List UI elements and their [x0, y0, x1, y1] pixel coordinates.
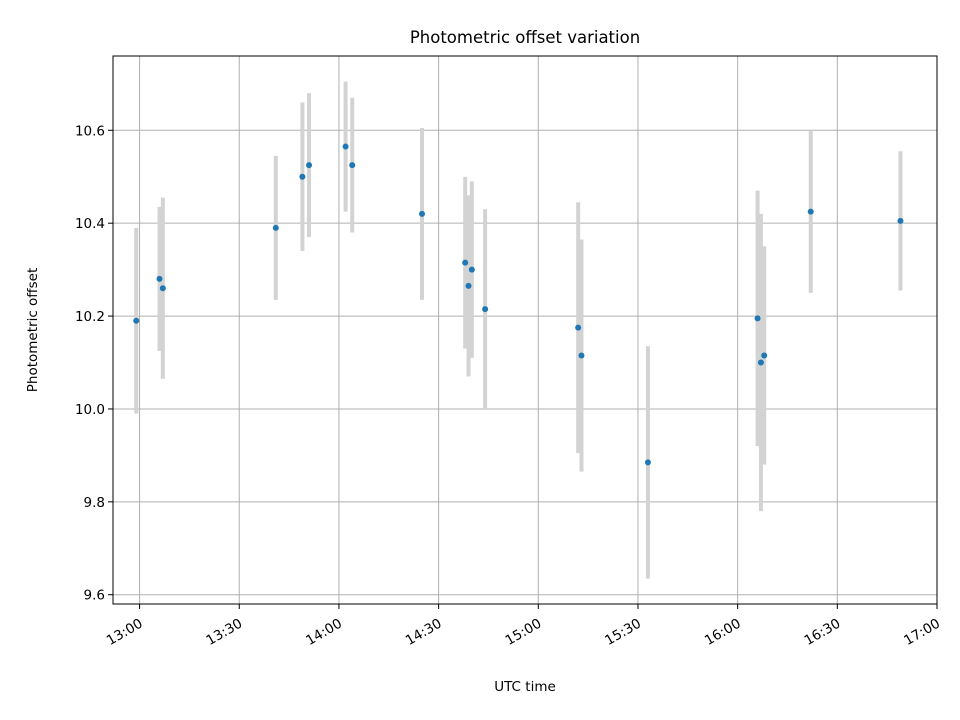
data-point — [159, 285, 166, 292]
data-point — [133, 317, 140, 324]
data-point — [306, 162, 313, 169]
x-axis-ticks: 13:00 13:30 14:00 14:30 15:00 15:30 16:00 16:30… — [104, 604, 943, 649]
data-point — [156, 275, 163, 282]
data-point — [342, 143, 349, 150]
data-point — [465, 282, 472, 289]
x-tick-label: 15:00 — [503, 616, 545, 649]
y-axis-ticks: 9.6 9.8 10.0 10.2 10.4 10.6 — [75, 123, 113, 604]
data-point — [761, 352, 768, 359]
error-bars — [134, 81, 903, 579]
grid — [113, 56, 938, 604]
data-point — [482, 306, 489, 313]
x-tick-label: 14:30 — [403, 616, 445, 649]
data-point — [757, 359, 764, 366]
data-point — [468, 266, 475, 273]
data-point — [462, 259, 469, 266]
y-tick-label: 10.4 — [75, 216, 105, 232]
y-tick-label: 9.6 — [84, 588, 105, 604]
data-point — [897, 217, 904, 224]
data-points — [133, 143, 904, 466]
y-tick-label: 10.2 — [75, 309, 105, 325]
data-point — [299, 173, 306, 180]
x-tick-label: 15:30 — [602, 616, 644, 649]
data-point — [575, 324, 582, 331]
data-point — [578, 352, 585, 359]
data-point — [419, 210, 425, 217]
x-tick-label: 17:00 — [901, 616, 943, 649]
y-axis-label: Photometric offset — [25, 268, 41, 392]
x-tick-label: 14:00 — [303, 616, 345, 649]
y-tick-label: 10.0 — [75, 402, 105, 418]
x-tick-label: 16:30 — [802, 616, 844, 649]
data-point — [272, 224, 279, 231]
data-point — [644, 459, 651, 466]
data-point — [349, 162, 356, 169]
data-point — [754, 315, 761, 322]
x-axis-label: UTC time — [494, 679, 556, 695]
x-tick-label: 13:00 — [104, 616, 146, 649]
y-tick-label: 9.8 — [84, 495, 105, 511]
y-tick-label: 10.6 — [75, 123, 105, 139]
chart-title: Photometric offset variation — [410, 28, 640, 47]
x-tick-label: 13:30 — [204, 616, 246, 649]
data-point — [807, 208, 814, 215]
x-tick-label: 16:00 — [702, 616, 744, 649]
plot-frame — [112, 55, 938, 605]
